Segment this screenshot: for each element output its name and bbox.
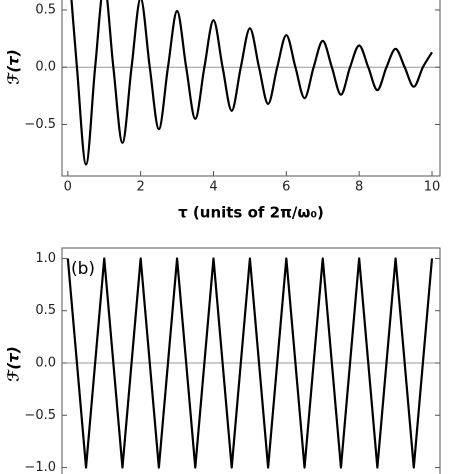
data-line (66, 257, 434, 469)
plot-area (66, 257, 434, 469)
plot-area (70, 0, 433, 166)
x-tick-label: 2 (137, 180, 145, 195)
x-tick-label: 10 (424, 180, 441, 195)
y-tick-label: −0.5 (24, 117, 56, 132)
y-tick-label: 1.0 (35, 251, 56, 266)
x-axis-label: τ (units of 2π/ω₀) (178, 204, 324, 222)
y-tick-label: −0.5 (24, 408, 56, 423)
x-tick-label: 0 (64, 180, 72, 195)
x-tick-label: 4 (209, 180, 217, 195)
y-tick-label: 0.5 (35, 303, 56, 318)
x-tick-label: 8 (355, 180, 363, 195)
y-axis-label: ℱ(τ) (5, 346, 23, 381)
y-tick-label: 0.0 (35, 356, 56, 371)
y-tick-label: 0.5 (35, 2, 56, 17)
y-tick-label: 0.0 (35, 60, 56, 75)
y-tick-label: −1.0 (24, 460, 56, 474)
data-line (70, 0, 433, 166)
panel-label: (b) (71, 259, 95, 279)
frame (61, 0, 441, 177)
x-tick-label: 6 (282, 180, 290, 195)
y-axis-label: ℱ(τ) (5, 49, 23, 84)
